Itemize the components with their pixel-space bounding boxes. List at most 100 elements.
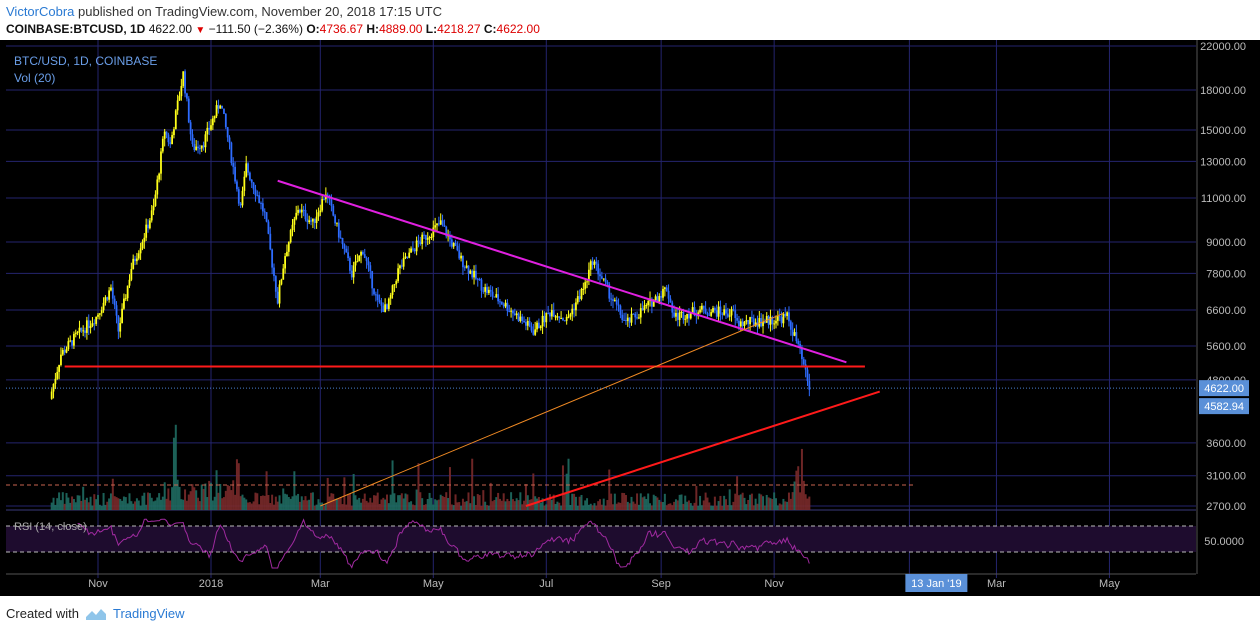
candle-body — [599, 274, 601, 277]
candle-body — [552, 310, 555, 317]
volume-bar — [219, 483, 222, 510]
candle-body — [362, 251, 364, 255]
symbol-label: COINBASE:BTCUSD, 1D — [6, 22, 146, 36]
candle-body — [224, 113, 227, 128]
candle-body — [450, 239, 453, 247]
candle-body — [267, 221, 270, 234]
candle-body — [588, 269, 590, 282]
candle-body — [584, 282, 587, 289]
candle-body — [110, 287, 112, 291]
candle-body — [432, 227, 435, 237]
candle-body — [389, 294, 392, 299]
volume-bar — [647, 493, 650, 510]
volume-bar — [232, 480, 235, 510]
candle-body — [437, 223, 440, 225]
candle-body — [775, 320, 777, 324]
volume-bar — [760, 494, 763, 510]
price-tick-label: 7800.00 — [1206, 268, 1246, 280]
candle-body — [493, 296, 496, 298]
candle-body — [408, 252, 411, 258]
volume-bar — [356, 499, 359, 510]
candle-body — [467, 265, 470, 274]
candle-body — [82, 330, 85, 332]
candle-body — [306, 219, 309, 223]
candle-body — [406, 256, 409, 258]
candle-body — [84, 330, 86, 333]
broken-ascending-support-line — [320, 312, 784, 507]
candle-body — [439, 220, 442, 225]
candle-body — [74, 333, 77, 335]
candle-body — [497, 294, 500, 302]
trendlines[interactable] — [6, 179, 1196, 507]
volume-bar — [334, 498, 337, 510]
candle-body — [311, 218, 314, 222]
volume-bar — [604, 505, 607, 510]
candle-body — [187, 98, 190, 123]
volume-bar — [415, 489, 418, 510]
candle-body — [767, 316, 770, 325]
volume-bar — [263, 495, 266, 510]
candle-body — [239, 203, 242, 206]
candle-body — [89, 325, 92, 329]
candle-body — [167, 134, 170, 143]
candle-body — [367, 261, 370, 266]
volume-bar — [639, 493, 642, 510]
candle-body — [762, 321, 764, 327]
tradingview-link[interactable]: TradingView — [112, 606, 185, 621]
volume-bar — [658, 499, 661, 510]
volume-bar — [310, 492, 313, 510]
volume-bar — [250, 503, 253, 510]
volume-bar — [104, 504, 107, 510]
candle-body — [610, 298, 613, 300]
candle-body — [730, 309, 733, 316]
volume-bar — [61, 492, 64, 510]
volume-bar — [382, 497, 385, 510]
author-link[interactable]: VictorCobra — [6, 4, 75, 19]
volume-bar — [765, 494, 768, 510]
volume-bar — [630, 496, 633, 510]
candle-body — [799, 343, 801, 348]
volume-bar — [769, 498, 772, 510]
price-chart[interactable]: 22000.00 18000.00 15000.00 13000.00 11000.00… — [0, 40, 1260, 596]
volume-bar — [258, 504, 261, 510]
time-axis[interactable]: Nov 2018 Mar May Jul Sep Nov 13 Jan '19 Mar May — [6, 573, 1196, 592]
volume-bar — [498, 498, 501, 510]
volume-bar — [361, 498, 364, 510]
candle-body — [606, 281, 609, 285]
candle-body — [410, 248, 412, 253]
candle-body — [500, 301, 503, 305]
candle-body — [356, 261, 359, 263]
volume-bar — [654, 496, 657, 510]
volume-bar — [706, 497, 709, 510]
rsi-value-tag — [1199, 533, 1249, 549]
candle-body — [291, 224, 294, 231]
candle-body — [523, 320, 525, 323]
candle-body — [345, 248, 348, 253]
footer: Created with TradingView — [6, 606, 185, 621]
candle-body — [319, 210, 322, 213]
volume-bar — [797, 466, 800, 510]
volume-bar — [726, 505, 729, 510]
volume-bar — [532, 473, 535, 510]
volume-bar — [508, 501, 511, 510]
volume-bar — [204, 483, 207, 510]
volume-bar — [771, 498, 774, 510]
volume-bar — [202, 488, 205, 510]
candle-body — [165, 131, 168, 135]
candle-body — [550, 310, 553, 317]
candle-body — [723, 309, 726, 315]
volume-bar — [111, 478, 114, 510]
candle-body — [421, 234, 424, 244]
candle-body — [802, 359, 805, 365]
rsi-band — [6, 526, 1196, 552]
candle-body — [628, 317, 631, 323]
price-axis[interactable]: 22000.00 18000.00 15000.00 13000.00 11000.00… — [1196, 40, 1249, 574]
candle-body — [547, 312, 550, 314]
volume-bar — [589, 503, 592, 510]
candle-body — [98, 313, 101, 315]
volume-bar — [291, 496, 294, 510]
close-value: 4622.00 — [496, 22, 540, 36]
volume-bar — [513, 501, 516, 510]
volume-bar — [758, 493, 761, 510]
volume-bar — [115, 497, 118, 510]
